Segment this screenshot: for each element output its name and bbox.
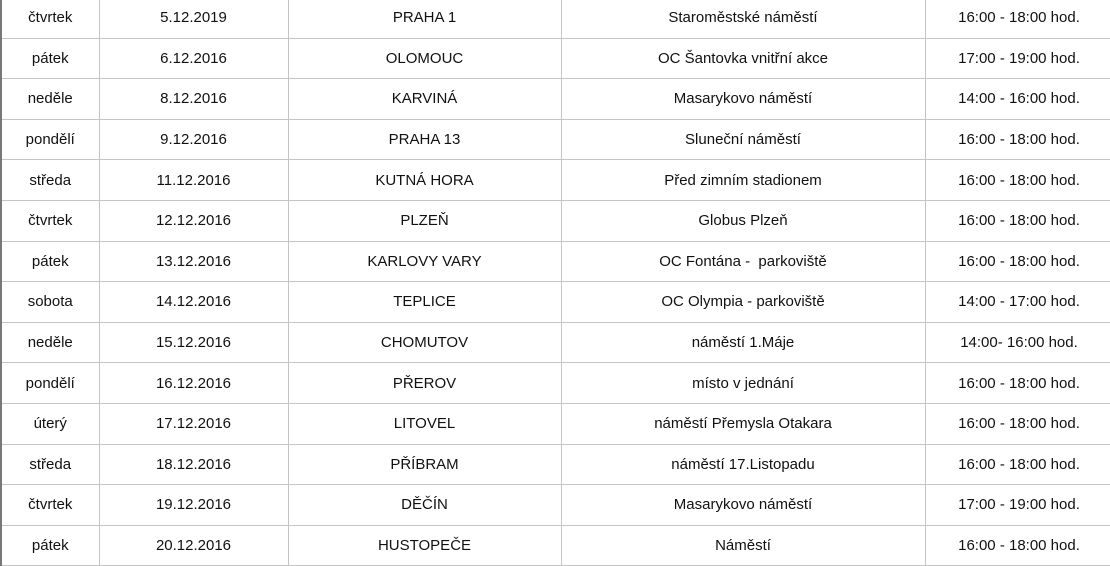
table-row: neděle 8.12.2016 KARVINÁ Masarykovo náměstí…: [0, 78, 1110, 120]
time-cell: 16:00 - 18:00 hod.: [924, 362, 1110, 404]
time-cell: 14:00 - 17:00 hod.: [924, 281, 1110, 323]
venue-cell: náměstí Přemysla Otakara: [560, 402, 926, 445]
table-row: středa 18.12.2016 PŘÍBRAM náměstí 17.Listop…: [0, 443, 1110, 486]
table-row: neděle 15.12.2016 CHOMUTOV náměstí 1.Máje 14…: [0, 321, 1110, 364]
venue-cell: OC Olympia - parkoviště: [560, 281, 926, 323]
venue-cell: Masarykovo náměstí: [560, 484, 926, 526]
date-cell: 9.12.2016: [98, 118, 289, 161]
venue-cell: Před zimním stadionem: [560, 159, 926, 201]
day-cell: čtvrtek: [0, 484, 100, 526]
date-cell: 6.12.2016: [98, 37, 289, 80]
time-cell: 16:00 - 18:00 hod.: [924, 524, 1110, 566]
date-cell: 15.12.2016: [98, 321, 289, 364]
day-cell: pátek: [0, 37, 100, 80]
day-cell: úterý: [0, 402, 100, 445]
city-cell: PŘEROV: [287, 362, 562, 404]
venue-cell: Náměstí: [560, 524, 926, 566]
city-cell: CHOMUTOV: [287, 321, 562, 364]
day-cell: středa: [0, 159, 100, 201]
city-cell: TEPLICE: [287, 281, 562, 323]
date-cell: 19.12.2016: [98, 484, 289, 526]
table-row: čtvrtek 5.12.2019 PRAHA 1 Staroměstské námě…: [0, 0, 1110, 39]
time-cell: 16:00 - 18:00 hod.: [924, 159, 1110, 201]
day-cell: neděle: [0, 321, 100, 364]
city-cell: HUSTOPEČE: [287, 524, 562, 566]
day-cell: čtvrtek: [0, 199, 100, 242]
date-cell: 16.12.2016: [98, 362, 289, 404]
venue-cell: OC Šantovka vnitřní akce: [560, 37, 926, 80]
venue-cell: náměstí 1.Máje: [560, 321, 926, 364]
table-row: pátek 20.12.2016 HUSTOPEČE Náměstí 16:00 - 1…: [0, 524, 1110, 566]
date-cell: 17.12.2016: [98, 402, 289, 445]
city-cell: KUTNÁ HORA: [287, 159, 562, 201]
city-cell: KARLOVY VARY: [287, 240, 562, 283]
venue-cell: Sluneční náměstí: [560, 118, 926, 161]
time-cell: 16:00 - 18:00 hod.: [924, 402, 1110, 445]
day-cell: neděle: [0, 78, 100, 120]
city-cell: DĚČÍN: [287, 484, 562, 526]
city-cell: LITOVEL: [287, 402, 562, 445]
time-cell: 16:00 - 18:00 hod.: [924, 118, 1110, 161]
city-cell: PRAHA 13: [287, 118, 562, 161]
time-cell: 16:00 - 18:00 hod.: [924, 240, 1110, 283]
venue-cell: náměstí 17.Listopadu: [560, 443, 926, 486]
time-cell: 17:00 - 19:00 hod.: [924, 37, 1110, 80]
day-cell: pátek: [0, 240, 100, 283]
time-cell: 17:00 - 19:00 hod.: [924, 484, 1110, 526]
day-cell: čtvrtek: [0, 0, 100, 39]
table-row: pátek 13.12.2016 KARLOVY VARY OC Fontána - …: [0, 240, 1110, 283]
time-cell: 14:00 - 16:00 hod.: [924, 78, 1110, 120]
table-row: čtvrtek 19.12.2016 DĚČÍN Masarykovo náměstí…: [0, 484, 1110, 526]
city-cell: PŘÍBRAM: [287, 443, 562, 486]
table-row: pátek 6.12.2016 OLOMOUC OC Šantovka vnitřní…: [0, 37, 1110, 80]
venue-cell: OC Fontána - parkoviště: [560, 240, 926, 283]
table-row: čtvrtek 12.12.2016 PLZEŇ Globus Plzeň 16:00 …: [0, 199, 1110, 242]
table-row: pondělí 9.12.2016 PRAHA 13 Sluneční náměstí…: [0, 118, 1110, 161]
date-cell: 12.12.2016: [98, 199, 289, 242]
date-cell: 5.12.2019: [98, 0, 289, 39]
city-cell: OLOMOUC: [287, 37, 562, 80]
city-cell: PRAHA 1: [287, 0, 562, 39]
date-cell: 8.12.2016: [98, 78, 289, 120]
venue-cell: místo v jednání: [560, 362, 926, 404]
day-cell: pondělí: [0, 118, 100, 161]
table-row: sobota 14.12.2016 TEPLICE OC Olympia - park…: [0, 281, 1110, 323]
day-cell: pondělí: [0, 362, 100, 404]
venue-cell: Globus Plzeň: [560, 199, 926, 242]
date-cell: 14.12.2016: [98, 281, 289, 323]
city-cell: PLZEŇ: [287, 199, 562, 242]
venue-cell: Masarykovo náměstí: [560, 78, 926, 120]
date-cell: 18.12.2016: [98, 443, 289, 486]
time-cell: 16:00 - 18:00 hod.: [924, 0, 1110, 39]
table-row: středa 11.12.2016 KUTNÁ HORA Před zimním st…: [0, 159, 1110, 201]
table-row: pondělí 16.12.2016 PŘEROV místo v jednání 16…: [0, 362, 1110, 404]
date-cell: 11.12.2016: [98, 159, 289, 201]
date-cell: 20.12.2016: [98, 524, 289, 566]
day-cell: pátek: [0, 524, 100, 566]
venue-cell: Staroměstské náměstí: [560, 0, 926, 39]
table-row: úterý 17.12.2016 LITOVEL náměstí Přemysla O…: [0, 402, 1110, 445]
day-cell: sobota: [0, 281, 100, 323]
time-cell: 16:00 - 18:00 hod.: [924, 199, 1110, 242]
date-cell: 13.12.2016: [98, 240, 289, 283]
city-cell: KARVINÁ: [287, 78, 562, 120]
day-cell: středa: [0, 443, 100, 486]
time-cell: 14:00- 16:00 hod.: [924, 321, 1110, 364]
time-cell: 16:00 - 18:00 hod.: [924, 443, 1110, 486]
